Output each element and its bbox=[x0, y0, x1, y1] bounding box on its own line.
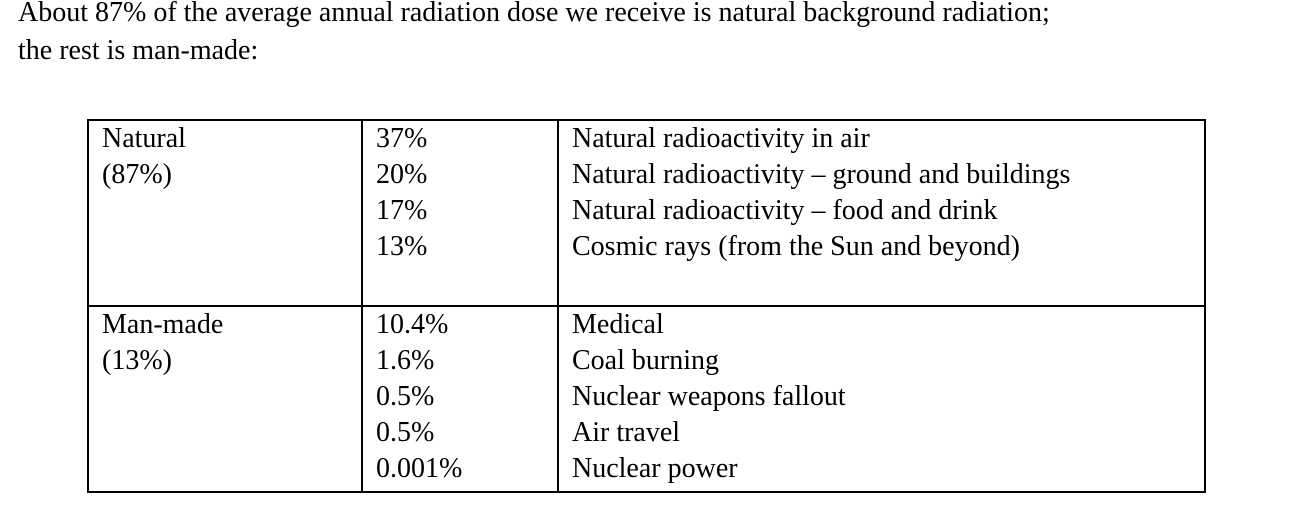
source-label: Natural radioactivity – ground and build… bbox=[572, 159, 1071, 190]
percent-value: 17% bbox=[376, 195, 428, 226]
percent-value: 0.5% bbox=[376, 417, 435, 448]
percent-value: 37% bbox=[376, 123, 428, 154]
source-cell-natural: Natural radioactivity in air Natural rad… bbox=[557, 119, 1206, 307]
percent-value: 10.4% bbox=[376, 309, 449, 340]
source-label: Nuclear weapons fallout bbox=[572, 381, 846, 412]
percent-value: 0.001% bbox=[376, 453, 463, 484]
table-row-man-made: Man-made (13%) 10.4% 1.6% 0.5% 0.5% 0.00… bbox=[87, 305, 1206, 493]
source-label: Nuclear power bbox=[572, 453, 738, 484]
percent-value: 13% bbox=[376, 231, 428, 262]
percent-value: 1.6% bbox=[376, 345, 435, 376]
category-share: (13%) bbox=[102, 345, 172, 376]
radiation-dose-table: Natural (87%) 37% 20% 17% 13% Natural ra… bbox=[87, 119, 1206, 493]
percent-value: 20% bbox=[376, 159, 428, 190]
table-row-natural: Natural (87%) 37% 20% 17% 13% Natural ra… bbox=[87, 119, 1206, 307]
source-label: Coal burning bbox=[572, 345, 719, 376]
source-label: Cosmic rays (from the Sun and beyond) bbox=[572, 231, 1020, 262]
percent-cell-man-made: 10.4% 1.6% 0.5% 0.5% 0.001% bbox=[361, 305, 559, 493]
category-label: Natural bbox=[102, 123, 186, 154]
source-label: Medical bbox=[572, 309, 664, 340]
source-label: Air travel bbox=[572, 417, 681, 448]
category-cell-man-made: Man-made (13%) bbox=[87, 305, 363, 493]
intro-text: About 87% of the average annual radiatio… bbox=[18, 0, 1278, 70]
source-label: Natural radioactivity in air bbox=[572, 123, 870, 154]
category-cell-natural: Natural (87%) bbox=[87, 119, 363, 307]
category-label: Man-made bbox=[102, 309, 224, 340]
category-share: (87%) bbox=[102, 159, 172, 190]
source-cell-man-made: Medical Coal burning Nuclear weapons fal… bbox=[557, 305, 1206, 493]
percent-cell-natural: 37% 20% 17% 13% bbox=[361, 119, 559, 307]
percent-value: 0.5% bbox=[376, 381, 435, 412]
intro-line-1: About 87% of the average annual radiatio… bbox=[18, 0, 1050, 28]
source-label: Natural radioactivity – food and drink bbox=[572, 195, 998, 226]
intro-line-2: the rest is man-made: bbox=[18, 35, 259, 66]
